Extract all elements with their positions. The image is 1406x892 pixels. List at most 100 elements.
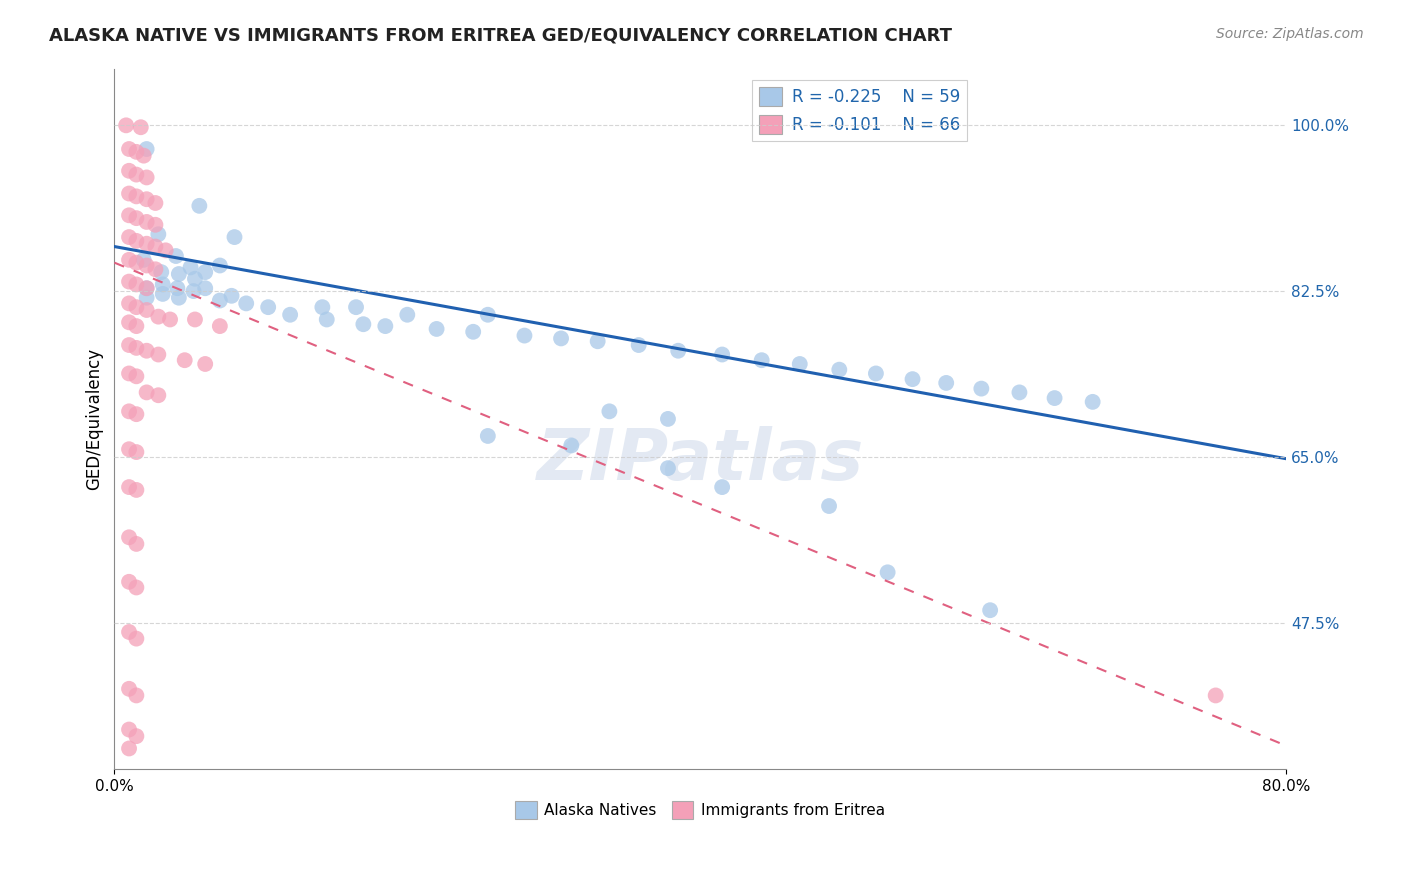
Point [118, 275, 141, 289]
Point [224, 230, 246, 244]
Point [125, 369, 148, 384]
Point [145, 262, 167, 277]
Point [1081, 395, 1104, 409]
Point [118, 208, 141, 222]
Point [135, 385, 157, 400]
Point [194, 281, 217, 295]
Point [118, 741, 141, 756]
Point [125, 319, 148, 334]
Point [118, 574, 141, 589]
Point [125, 300, 148, 314]
Point [125, 211, 148, 226]
Point [118, 681, 141, 696]
Point [135, 281, 157, 295]
Point [148, 347, 170, 361]
Point [135, 142, 157, 156]
Point [1205, 689, 1227, 703]
Point [374, 319, 396, 334]
Point [1008, 385, 1031, 400]
Point [152, 277, 174, 292]
Point [118, 367, 141, 381]
Point [627, 338, 650, 352]
Point [125, 729, 148, 743]
Text: ZIPatlas: ZIPatlas [537, 426, 863, 495]
Point [125, 407, 148, 421]
Point [257, 300, 280, 314]
Point [118, 625, 141, 640]
Point [118, 315, 141, 329]
Point [132, 252, 155, 267]
Point [135, 291, 157, 305]
Point [118, 252, 141, 267]
Point [180, 260, 202, 275]
Text: Source: ZipAtlas.com: Source: ZipAtlas.com [1216, 27, 1364, 41]
Point [118, 163, 141, 178]
Point [118, 404, 141, 418]
Point [970, 382, 993, 396]
Point [657, 412, 679, 426]
Point [979, 603, 1001, 617]
Point [145, 239, 167, 253]
Point [426, 322, 449, 336]
Point [876, 566, 898, 580]
Point [125, 581, 148, 595]
Point [118, 186, 141, 201]
Point [751, 353, 773, 368]
Point [165, 249, 187, 263]
Point [183, 284, 205, 298]
Point [208, 293, 231, 308]
Point [818, 499, 841, 513]
Point [828, 362, 851, 376]
Point [135, 236, 157, 251]
Point [145, 196, 167, 211]
Point [901, 372, 924, 386]
Point [666, 343, 689, 358]
Point [598, 404, 620, 418]
Point [935, 376, 957, 390]
Point [125, 189, 148, 203]
Point [125, 234, 148, 248]
Point [135, 259, 157, 273]
Legend: Alaska Natives, Immigrants from Eritrea: Alaska Natives, Immigrants from Eritrea [509, 795, 891, 825]
Point [132, 148, 155, 162]
Point [711, 347, 734, 361]
Point [118, 142, 141, 156]
Point [125, 255, 148, 269]
Point [188, 199, 211, 213]
Point [135, 303, 157, 318]
Point [135, 343, 157, 358]
Point [129, 120, 152, 135]
Point [221, 289, 243, 303]
Point [865, 367, 887, 381]
Point [125, 537, 148, 551]
Point [208, 259, 231, 273]
Point [344, 300, 367, 314]
Point [125, 341, 148, 355]
Point [148, 310, 170, 324]
Point [586, 334, 609, 349]
Point [135, 215, 157, 229]
Point [115, 119, 138, 133]
Point [657, 461, 679, 475]
Point [118, 230, 141, 244]
Point [550, 331, 572, 345]
Point [125, 168, 148, 182]
Point [167, 291, 190, 305]
Point [194, 357, 217, 371]
Point [145, 218, 167, 232]
Point [125, 445, 148, 459]
Point [513, 328, 536, 343]
Point [194, 265, 217, 279]
Point [352, 317, 374, 331]
Point [159, 312, 181, 326]
Point [125, 689, 148, 703]
Point [125, 632, 148, 646]
Point [155, 244, 177, 258]
Point [208, 319, 231, 334]
Point [184, 272, 207, 286]
Point [125, 145, 148, 159]
Point [125, 483, 148, 497]
Point [118, 723, 141, 737]
Point [789, 357, 811, 371]
Point [463, 325, 485, 339]
